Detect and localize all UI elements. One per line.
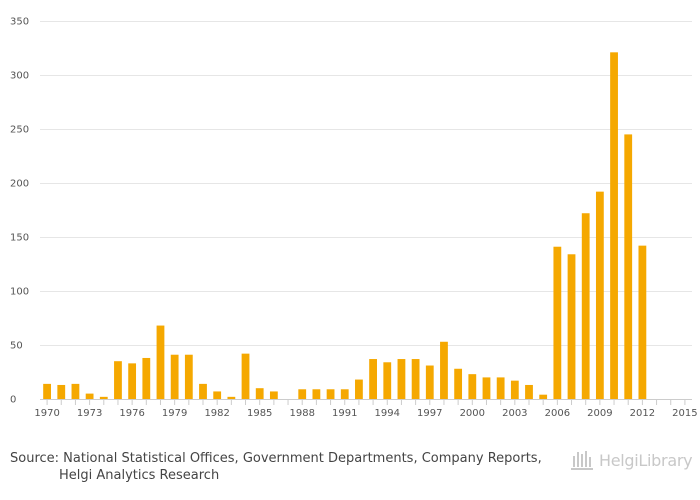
bar-1979 [170, 354, 179, 399]
y-tick-label: 350 [10, 17, 29, 28]
x-tick-label: 2012 [630, 408, 655, 419]
bar-1978 [156, 325, 165, 399]
source-line-2: Helgi Analytics Research [59, 468, 220, 483]
brand-name: HelgiLibrary [599, 450, 693, 470]
y-axis-tick-labels: 0 50 100 150 200 250 300 350 [10, 17, 29, 406]
bar-1972 [71, 383, 80, 399]
bar-1989 [312, 389, 321, 399]
bar-1974 [99, 396, 108, 399]
bar-1983 [227, 396, 236, 399]
bar-2000 [468, 374, 477, 399]
library-logo-icon [571, 451, 593, 470]
bar-1993 [369, 359, 377, 399]
x-tick-label: 1973 [77, 408, 102, 419]
y-tick-label: 200 [10, 179, 29, 190]
x-tick-label: 2003 [502, 408, 527, 419]
y-tick-label: 0 [10, 395, 16, 406]
bar-1992 [355, 379, 363, 399]
x-tick-label: 2000 [460, 408, 485, 419]
bar-1998 [440, 341, 448, 399]
bar-1986 [269, 391, 278, 399]
bar-1980 [184, 354, 193, 399]
bar-1988 [298, 389, 307, 399]
bar-1997 [425, 365, 434, 399]
bar-2011 [624, 134, 633, 399]
bar-1975 [114, 361, 122, 399]
bar-1984 [241, 353, 250, 399]
bar-2004 [525, 384, 533, 399]
bar-1976 [128, 363, 137, 399]
bar-1982 [213, 391, 222, 399]
bar-1981 [199, 383, 207, 399]
bar-2008 [581, 213, 590, 399]
x-tick-label: 1979 [162, 408, 187, 419]
bar-1999 [454, 368, 463, 399]
y-tick-label: 100 [10, 287, 29, 298]
x-tick-label: 2006 [545, 408, 570, 419]
bar-2005 [539, 394, 548, 399]
bar-2003 [510, 380, 519, 399]
bar-1971 [57, 384, 66, 399]
bar-1996 [411, 359, 420, 399]
source-line-1: Source: National Statistical Offices, Go… [10, 451, 542, 466]
x-tick-label: 2009 [587, 408, 612, 419]
gridlines [40, 21, 692, 346]
x-tick-label: 1997 [417, 408, 442, 419]
bar-2009 [595, 191, 604, 399]
x-tick-label: 1982 [204, 408, 229, 419]
source-note: Source: National Statistical Offices, Go… [10, 450, 570, 484]
bar-2007 [567, 254, 576, 399]
bar-1985 [255, 388, 264, 399]
x-tick-label: 1994 [375, 408, 400, 419]
x-axis-ticks: 1970 1973 1976 1979 1982 1985 1988 1991 1994 1997… [34, 399, 698, 419]
bar-1970 [43, 383, 51, 399]
y-tick-label: 50 [10, 341, 23, 352]
x-tick-label: 1991 [332, 408, 357, 419]
bar-2002 [496, 377, 505, 399]
bar-1973 [85, 393, 94, 399]
x-tick-label: 2015 [672, 408, 697, 419]
bar-1990 [326, 389, 335, 399]
bar-2010 [610, 52, 618, 399]
bars [43, 52, 647, 399]
x-tick-label: 1970 [34, 408, 59, 419]
bar-1991 [340, 389, 349, 399]
x-tick-label: 1988 [289, 408, 314, 419]
y-tick-label: 250 [10, 125, 29, 136]
bar-2012 [638, 245, 647, 399]
bar-1977 [142, 357, 151, 399]
bar-1994 [383, 362, 392, 399]
bar-1995 [397, 359, 406, 399]
y-tick-label: 300 [10, 71, 29, 82]
bar-2001 [482, 377, 491, 399]
helgi-library-brand: HelgiLibrary [570, 446, 693, 474]
x-tick-label: 1985 [247, 408, 272, 419]
bar-2006 [553, 246, 562, 399]
x-tick-label: 1976 [119, 408, 144, 419]
y-tick-label: 150 [10, 233, 29, 244]
